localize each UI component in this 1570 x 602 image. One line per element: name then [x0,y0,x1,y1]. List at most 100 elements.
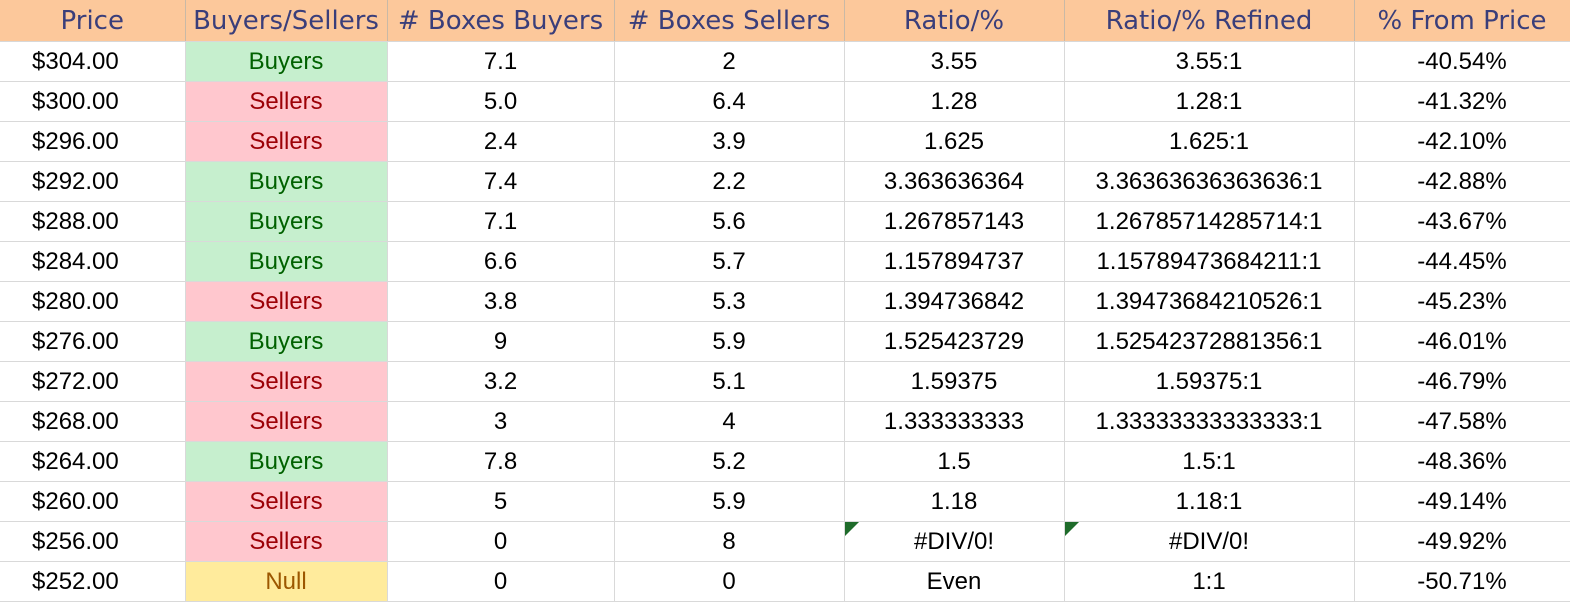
boxes-buyers-cell[interactable]: 0 [387,521,615,562]
side-cell[interactable]: Sellers [185,401,388,442]
side-cell[interactable]: Sellers [185,481,388,522]
price-cell[interactable]: $288.00 [0,201,186,242]
side-cell[interactable]: Buyers [185,241,388,282]
from-price-cell[interactable]: -46.01% [1354,321,1570,362]
ratio-refined-cell[interactable]: 1.15789473684211:1 [1064,241,1355,282]
header-price[interactable]: Price [0,0,186,42]
boxes-sellers-cell[interactable]: 5.7 [614,241,845,282]
price-cell[interactable]: $284.00 [0,241,186,282]
ratio-refined-cell[interactable]: 1.33333333333333:1 [1064,401,1355,442]
boxes-buyers-cell[interactable]: 7.8 [387,441,615,482]
ratio-cell[interactable]: 1.333333333 [844,401,1065,442]
price-cell[interactable]: $272.00 [0,361,186,402]
ratio-refined-cell[interactable]: 1.625:1 [1064,121,1355,162]
boxes-buyers-cell[interactable]: 3 [387,401,615,442]
ratio-refined-cell[interactable]: 1.26785714285714:1 [1064,201,1355,242]
price-cell[interactable]: $280.00 [0,281,186,322]
header-ratio[interactable]: Ratio/% [844,0,1065,42]
from-price-cell[interactable]: -47.58% [1354,401,1570,442]
boxes-sellers-cell[interactable]: 5.9 [614,321,845,362]
ratio-refined-cell[interactable]: 1.52542372881356:1 [1064,321,1355,362]
side-cell[interactable]: Sellers [185,121,388,162]
boxes-sellers-cell[interactable]: 3.9 [614,121,845,162]
side-cell[interactable]: Null [185,561,388,602]
ratio-refined-cell[interactable]: 1.39473684210526:1 [1064,281,1355,322]
boxes-buyers-cell[interactable]: 7.1 [387,41,615,82]
from-price-cell[interactable]: -45.23% [1354,281,1570,322]
ratio-cell[interactable]: 1.18 [844,481,1065,522]
boxes-buyers-cell[interactable]: 5 [387,481,615,522]
ratio-refined-cell[interactable]: 1:1 [1064,561,1355,602]
side-cell[interactable]: Buyers [185,201,388,242]
boxes-buyers-cell[interactable]: 7.4 [387,161,615,202]
from-price-cell[interactable]: -44.45% [1354,241,1570,282]
boxes-sellers-cell[interactable]: 5.9 [614,481,845,522]
header-boxes-sellers[interactable]: # Boxes Sellers [614,0,845,42]
boxes-sellers-cell[interactable]: 5.1 [614,361,845,402]
ratio-cell[interactable]: 1.157894737 [844,241,1065,282]
header-buyers-sellers[interactable]: Buyers/Sellers [185,0,388,42]
from-price-cell[interactable]: -46.79% [1354,361,1570,402]
ratio-refined-cell[interactable]: 3.55:1 [1064,41,1355,82]
boxes-buyers-cell[interactable]: 3.2 [387,361,615,402]
boxes-sellers-cell[interactable]: 0 [614,561,845,602]
boxes-sellers-cell[interactable]: 5.2 [614,441,845,482]
ratio-refined-cell[interactable]: 3.36363636363636:1 [1064,161,1355,202]
price-cell[interactable]: $268.00 [0,401,186,442]
boxes-sellers-cell[interactable]: 2 [614,41,845,82]
header-from-price[interactable]: % From Price [1354,0,1570,42]
side-cell[interactable]: Sellers [185,361,388,402]
ratio-cell[interactable]: #DIV/0! [844,521,1065,562]
header-ratio-refined[interactable]: Ratio/% Refined [1064,0,1355,42]
ratio-cell[interactable]: 1.394736842 [844,281,1065,322]
ratio-refined-cell[interactable]: 1.5:1 [1064,441,1355,482]
ratio-cell[interactable]: 1.525423729 [844,321,1065,362]
price-cell[interactable]: $276.00 [0,321,186,362]
boxes-sellers-cell[interactable]: 6.4 [614,81,845,122]
boxes-buyers-cell[interactable]: 6.6 [387,241,615,282]
side-cell[interactable]: Buyers [185,161,388,202]
ratio-refined-cell[interactable]: 1.18:1 [1064,481,1355,522]
from-price-cell[interactable]: -48.36% [1354,441,1570,482]
boxes-buyers-cell[interactable]: 3.8 [387,281,615,322]
from-price-cell[interactable]: -43.67% [1354,201,1570,242]
ratio-cell[interactable]: 1.59375 [844,361,1065,402]
ratio-refined-cell[interactable]: #DIV/0! [1064,521,1355,562]
from-price-cell[interactable]: -50.71% [1354,561,1570,602]
boxes-sellers-cell[interactable]: 4 [614,401,845,442]
boxes-sellers-cell[interactable]: 5.3 [614,281,845,322]
ratio-refined-cell[interactable]: 1.59375:1 [1064,361,1355,402]
side-cell[interactable]: Sellers [185,281,388,322]
boxes-buyers-cell[interactable]: 0 [387,561,615,602]
ratio-cell[interactable]: Even [844,561,1065,602]
ratio-cell[interactable]: 3.55 [844,41,1065,82]
ratio-cell[interactable]: 1.5 [844,441,1065,482]
side-cell[interactable]: Buyers [185,321,388,362]
from-price-cell[interactable]: -40.54% [1354,41,1570,82]
from-price-cell[interactable]: -41.32% [1354,81,1570,122]
price-cell[interactable]: $304.00 [0,41,186,82]
price-cell[interactable]: $292.00 [0,161,186,202]
from-price-cell[interactable]: -49.92% [1354,521,1570,562]
from-price-cell[interactable]: -49.14% [1354,481,1570,522]
price-cell[interactable]: $300.00 [0,81,186,122]
price-cell[interactable]: $264.00 [0,441,186,482]
price-cell[interactable]: $252.00 [0,561,186,602]
price-cell[interactable]: $296.00 [0,121,186,162]
side-cell[interactable]: Buyers [185,41,388,82]
side-cell[interactable]: Sellers [185,81,388,122]
ratio-cell[interactable]: 1.267857143 [844,201,1065,242]
boxes-buyers-cell[interactable]: 7.1 [387,201,615,242]
boxes-buyers-cell[interactable]: 9 [387,321,615,362]
header-boxes-buyers[interactable]: # Boxes Buyers [387,0,615,42]
from-price-cell[interactable]: -42.10% [1354,121,1570,162]
price-cell[interactable]: $256.00 [0,521,186,562]
ratio-refined-cell[interactable]: 1.28:1 [1064,81,1355,122]
boxes-buyers-cell[interactable]: 2.4 [387,121,615,162]
boxes-buyers-cell[interactable]: 5.0 [387,81,615,122]
ratio-cell[interactable]: 1.28 [844,81,1065,122]
price-cell[interactable]: $260.00 [0,481,186,522]
side-cell[interactable]: Sellers [185,521,388,562]
boxes-sellers-cell[interactable]: 8 [614,521,845,562]
boxes-sellers-cell[interactable]: 2.2 [614,161,845,202]
